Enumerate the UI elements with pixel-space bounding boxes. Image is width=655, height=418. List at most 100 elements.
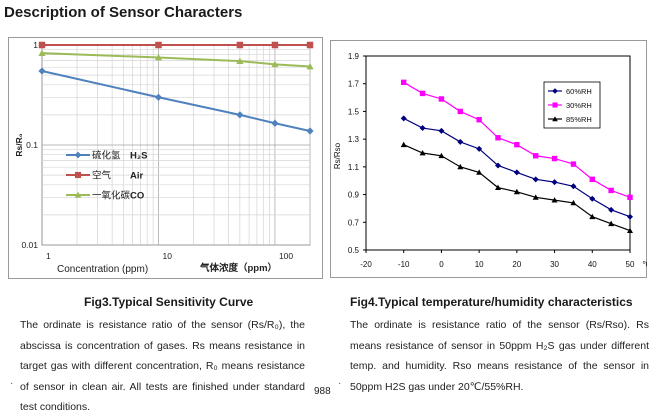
data-point (476, 117, 482, 123)
data-point (532, 176, 539, 183)
data-point (271, 41, 279, 49)
data-point (495, 135, 501, 141)
data-point (532, 194, 539, 200)
data-point (236, 41, 244, 49)
data-point (476, 145, 483, 152)
x-tick-label: -20 (360, 260, 372, 269)
y-tick-label: 0.5 (348, 246, 360, 255)
data-point (306, 41, 314, 49)
data-point (419, 125, 426, 132)
data-point (236, 57, 244, 64)
data-point (513, 188, 520, 195)
data-point (38, 41, 46, 49)
x-tick-label: 50 (626, 260, 635, 269)
page-title: Description of Sensor Characters (4, 4, 243, 21)
x-tick-label: 1 (46, 251, 51, 261)
data-point (589, 195, 596, 202)
sensitivity-chart: 1 10 100 1 0.1 0.01 Rs/R₀ Concentration (ppm) 气体… (8, 37, 323, 279)
data-point (154, 53, 163, 61)
data-point (38, 49, 46, 56)
data-point (608, 187, 614, 194)
fig3-description: The ordinate is resistance ratio of the … (20, 319, 305, 413)
data-point (438, 127, 445, 134)
data-point (551, 197, 558, 203)
x-tick-label: -10 (398, 260, 410, 269)
data-point (419, 90, 426, 97)
data-point (627, 213, 633, 220)
page-number: 988 (314, 386, 331, 397)
y-axis-label: Rs/R₀ (14, 133, 24, 156)
data-point (589, 176, 595, 183)
data-point (155, 41, 162, 49)
x-tick-label: 100 (279, 251, 293, 261)
data-point (457, 108, 463, 115)
data-point (306, 127, 314, 135)
legend-label-en: Air (130, 171, 144, 182)
x-axis-label-en: Concentration (ppm) (57, 264, 148, 275)
fig4-caption: Fig4.Typical temperature/humidity charac… (350, 295, 633, 309)
legend-marker (74, 151, 82, 159)
legend-marker (74, 171, 82, 179)
y-tick-label: 1.7 (348, 80, 360, 89)
legend-marker (552, 116, 558, 122)
y-axis-label: Rs/Rso (333, 142, 342, 169)
data-point (306, 62, 314, 70)
data-point (438, 96, 445, 102)
data-point (400, 141, 407, 148)
data-point (154, 93, 163, 101)
data-point (608, 206, 615, 213)
x-axis-label-cn: 气体浓度（ppm） (199, 262, 277, 274)
fig4-description: The ordinate is resistance ratio of the … (350, 319, 649, 393)
data-point (589, 213, 596, 220)
data-point (419, 150, 426, 156)
data-point (401, 79, 407, 86)
data-point (570, 199, 577, 206)
y-tick-label: 0.1 (26, 140, 38, 150)
right-margin-mark: · (338, 378, 342, 389)
legend-label: 60%RH (566, 87, 592, 96)
data-point (627, 227, 633, 233)
x-tick-label: 20 (512, 260, 521, 269)
legend-marker (552, 102, 558, 108)
legend-label-cn: 空气 (92, 170, 112, 182)
x-tick-label: 30 (550, 260, 559, 269)
data-point (236, 111, 244, 119)
data-point (457, 163, 464, 170)
y-tick-label: 1.5 (348, 107, 360, 116)
y-tick-label: 1.3 (348, 135, 360, 144)
data-point (495, 184, 501, 191)
y-tick-label: 1.9 (348, 52, 360, 61)
x-tick-label: 40 (588, 260, 597, 269)
data-point (513, 169, 520, 176)
data-point (514, 141, 520, 148)
y-tick-label: 0.7 (348, 218, 360, 227)
legend-label: 85%RH (566, 115, 592, 124)
data-point (495, 162, 501, 169)
data-point (627, 194, 633, 201)
legend-marker (74, 191, 82, 198)
x-tick-label: 0 (439, 260, 444, 269)
y-tick-label: 1 (33, 40, 38, 50)
data-point (271, 60, 279, 68)
data-point (476, 169, 483, 175)
data-point (533, 153, 539, 159)
y-tick-label: 0.9 (348, 191, 360, 200)
data-point (457, 138, 464, 145)
left-margin-mark: · (10, 378, 14, 389)
legend-label-cn: 一氧化碳 (92, 190, 131, 202)
fig3-caption: Fig3.Typical Sensitivity Curve (84, 295, 254, 309)
data-point (438, 152, 445, 159)
data-point (551, 179, 558, 186)
temperature-humidity-chart: -20 -10 0 10 20 30 40 50 ℃ 0.5 0.7 0.9 1.1 1.3 1.5 1.7 1… (330, 40, 647, 278)
data-point (551, 155, 558, 162)
data-point (570, 161, 577, 167)
x-unit-label: ℃ (642, 260, 647, 269)
data-point (608, 220, 615, 227)
legend-label-cn: 硫化氢 (92, 150, 121, 162)
data-point (271, 119, 279, 127)
legend-label-en: H₂S (130, 151, 147, 162)
y-tick-label: 1.1 (348, 163, 360, 172)
data-point (400, 115, 407, 122)
legend-label-en: CO (130, 191, 144, 202)
data-point (570, 183, 577, 190)
